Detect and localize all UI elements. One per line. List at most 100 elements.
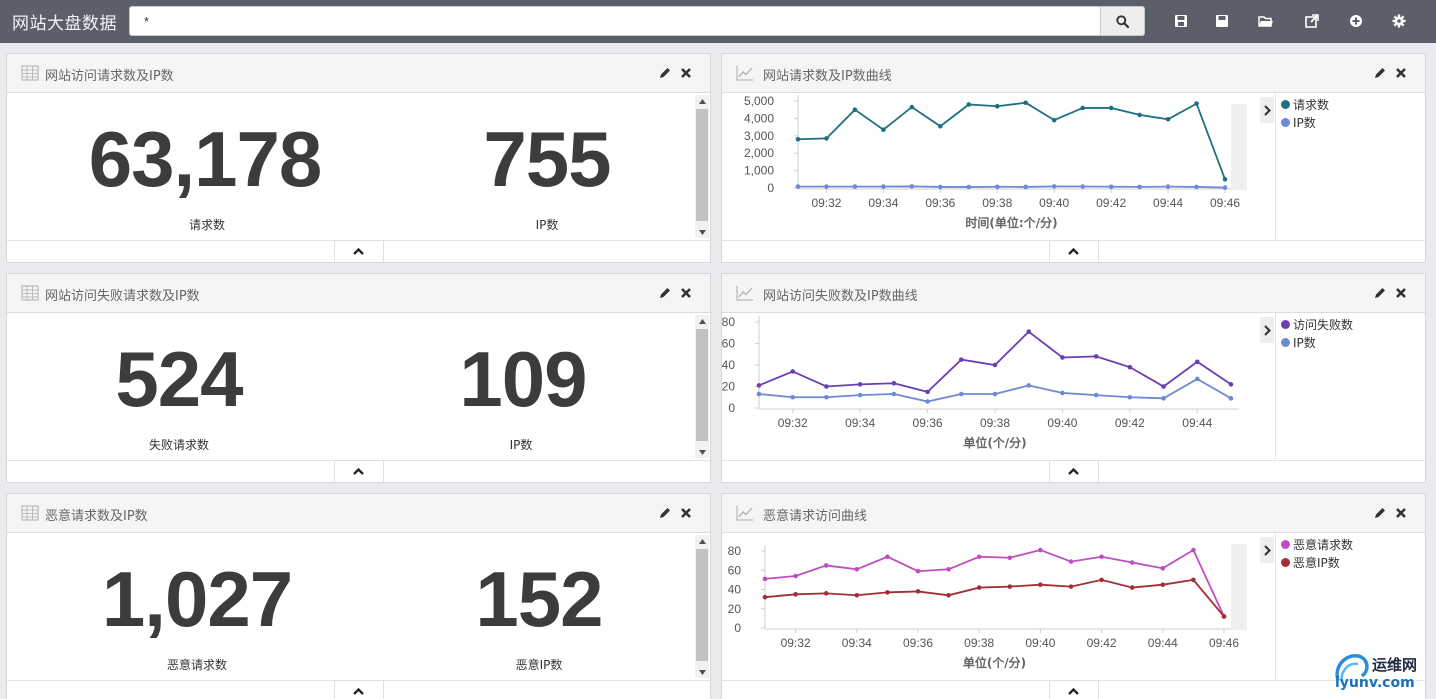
legend-toggle-button[interactable] — [1260, 317, 1274, 343]
x-tick-label: 09:42 — [1096, 196, 1126, 210]
legend-toggle-button[interactable] — [1260, 97, 1274, 123]
collapse-button[interactable] — [1048, 680, 1099, 699]
legend-swatch — [1281, 540, 1290, 549]
scroll-up-icon[interactable] — [695, 95, 709, 107]
metric-label: 失败请求数 — [148, 438, 209, 452]
chevron-right-icon — [1263, 324, 1271, 336]
data-point — [938, 123, 943, 129]
search-button[interactable] — [1100, 6, 1145, 36]
data-point — [909, 184, 915, 189]
x-tick-label: 09:32 — [811, 196, 841, 210]
data-point — [1221, 614, 1227, 619]
metric-label: IP数 — [535, 218, 559, 232]
data-point — [1093, 392, 1099, 398]
watermark-url: iyunv.com — [1335, 675, 1415, 691]
metric-label: IP数 — [509, 438, 533, 452]
close-icon[interactable] — [1394, 286, 1408, 300]
vertical-scrollbar[interactable] — [695, 315, 709, 458]
scroll-up-icon[interactable] — [695, 315, 709, 327]
collapse-button[interactable] — [1048, 240, 1099, 262]
panel-footer — [722, 460, 1425, 482]
data-point — [1160, 566, 1166, 571]
edit-icon[interactable] — [1373, 66, 1387, 80]
legend-item[interactable]: 请求数 — [1281, 96, 1329, 113]
data-point — [1099, 554, 1104, 560]
vertical-scrollbar[interactable] — [695, 95, 709, 238]
data-point — [885, 590, 890, 595]
settings-icon[interactable] — [1389, 11, 1409, 31]
data-point — [857, 392, 863, 398]
series-line — [758, 330, 1232, 393]
close-icon[interactable] — [679, 66, 693, 80]
data-point — [885, 554, 890, 560]
data-point — [891, 380, 897, 386]
watermark-logo: 运维网 iyunv.com — [1332, 650, 1436, 699]
legend-swatch — [1281, 338, 1290, 347]
data-point — [1194, 376, 1200, 382]
data-point — [925, 399, 930, 404]
chevron-up-icon — [353, 468, 364, 475]
legend-item[interactable]: 恶意请求数 — [1281, 536, 1353, 553]
data-point — [1007, 584, 1013, 589]
scroll-up-icon[interactable] — [695, 535, 709, 547]
share-icon[interactable] — [1302, 11, 1322, 31]
collapse-button[interactable] — [1048, 460, 1099, 482]
y-tick-label: 60 — [728, 563, 742, 577]
data-point — [946, 566, 951, 572]
x-axis-title: 单位(个/分) — [963, 435, 1026, 450]
y-tick-label: 80 — [722, 315, 735, 329]
x-tick-label: 09:40 — [1039, 196, 1069, 210]
data-point — [756, 391, 762, 397]
data-point — [1194, 101, 1199, 106]
data-point — [976, 554, 982, 560]
x-tick-label: 09:36 — [903, 636, 933, 650]
panel-footer — [722, 240, 1425, 262]
legend-swatch — [1281, 118, 1290, 127]
panel-title: 网站访问请求数及IP数 — [45, 69, 174, 84]
chevron-up-icon — [1068, 468, 1079, 475]
legend-item[interactable]: IP数 — [1281, 114, 1316, 131]
search-input[interactable] — [129, 6, 1101, 36]
series-line — [797, 101, 1226, 180]
legend-toggle-button[interactable] — [1260, 537, 1274, 563]
panel-header: 网站访问失败数及IP数曲线 — [722, 274, 1425, 313]
scroll-thumb[interactable] — [696, 109, 708, 221]
legend-label: 请求数 — [1293, 98, 1330, 112]
collapse-button[interactable] — [333, 240, 384, 262]
save-dashboard-icon[interactable] — [1171, 11, 1191, 31]
legend-item[interactable]: IP数 — [1281, 334, 1316, 351]
scroll-thumb[interactable] — [696, 329, 708, 441]
scroll-thumb[interactable] — [696, 549, 708, 661]
add-row-icon[interactable] — [1346, 11, 1366, 31]
data-point — [824, 136, 829, 141]
metric-value: 524 — [115, 335, 243, 423]
open-folder-icon[interactable] — [1256, 11, 1276, 31]
legend-item[interactable]: 访问失败数 — [1281, 316, 1353, 333]
edit-icon[interactable] — [1373, 506, 1387, 520]
collapse-button[interactable] — [333, 460, 384, 482]
edit-icon[interactable] — [658, 66, 672, 80]
close-icon[interactable] — [1394, 506, 1408, 520]
close-icon[interactable] — [679, 506, 693, 520]
save-icon[interactable] — [1212, 11, 1232, 31]
legend-item[interactable]: 恶意IP数 — [1281, 554, 1340, 571]
line-chart-icon — [736, 286, 753, 301]
scroll-down-icon[interactable] — [695, 446, 709, 458]
scroll-down-icon[interactable] — [695, 226, 709, 238]
close-icon[interactable] — [679, 286, 693, 300]
edit-icon[interactable] — [1373, 286, 1387, 300]
close-icon[interactable] — [1394, 66, 1408, 80]
data-point — [1108, 184, 1114, 190]
collapse-button[interactable] — [333, 680, 384, 699]
scroll-down-icon[interactable] — [695, 666, 709, 678]
chevron-up-icon — [353, 688, 364, 695]
edit-icon[interactable] — [658, 286, 672, 300]
vertical-scrollbar[interactable] — [695, 535, 709, 678]
edit-icon[interactable] — [658, 506, 672, 520]
metric-label-wrap: 失败请求数 — [79, 436, 279, 453]
table-icon — [21, 285, 39, 301]
x-tick-label: 09:38 — [964, 636, 994, 650]
panel-title: 网站访问失败请求数及IP数 — [45, 289, 200, 304]
series-line — [798, 185, 1226, 189]
x-tick-label: 09:40 — [1047, 416, 1077, 430]
